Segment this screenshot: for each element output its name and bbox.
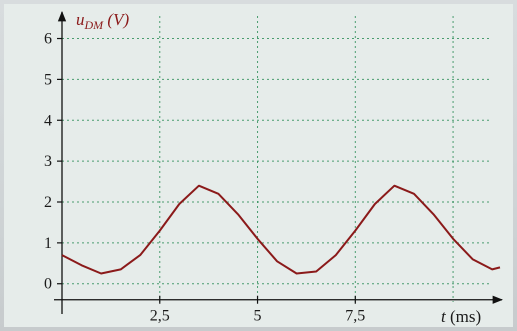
x-tick-label: 7,5 (345, 308, 365, 325)
x-axis-label: t (ms) (441, 307, 481, 326)
x-tick-label: 5 (254, 308, 262, 325)
series-line (61, 184, 501, 275)
y-tick-label: 5 (44, 71, 52, 88)
y-tick-label: 4 (44, 112, 52, 129)
x-tick-label: 2,5 (150, 308, 170, 325)
y-tick-label: 1 (44, 235, 52, 252)
y-tick-label: 0 (44, 276, 52, 293)
series (61, 184, 501, 275)
y-axis-label: uDM (V) (76, 10, 129, 32)
axes (54, 10, 504, 314)
y-tick-label: 2 (44, 194, 52, 211)
plot-panel (4, 4, 513, 327)
y-tick-label: 3 (44, 153, 52, 170)
y-tick-label: 6 (44, 31, 52, 48)
ticks: 0 1 2 3 4 5 6 2,5 5 7,5 (44, 31, 365, 325)
grid (62, 16, 492, 302)
